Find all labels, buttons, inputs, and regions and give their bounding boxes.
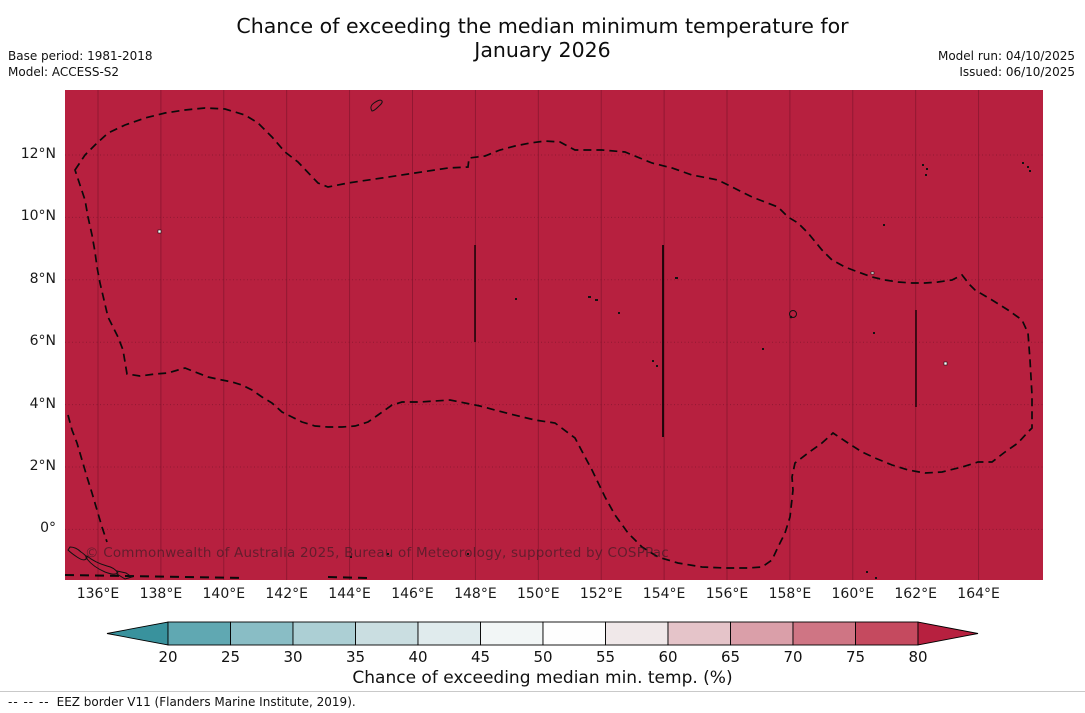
y-axis-tick-label: 10°N	[20, 208, 56, 225]
x-axis-tick-label: 158°E	[768, 586, 812, 602]
map-svg	[65, 90, 1043, 580]
x-axis-tick-label: 152°E	[579, 586, 623, 602]
island-guam	[370, 99, 383, 112]
colorbar-tick-labels: 20 25 30 35 40 45 50 55 60 65 70 75 80	[95, 648, 990, 668]
island-atoll-ring	[789, 310, 797, 318]
island-atoll-dot	[789, 315, 793, 319]
x-axis-tick-label: 142°E	[265, 586, 308, 602]
map-fill	[65, 90, 1043, 580]
meta-right: Model run: 04/10/2025 Issued: 06/10/2025	[938, 49, 1075, 80]
colorbar-tick: 35	[345, 648, 366, 666]
x-axis-tick-label: 150°E	[517, 586, 560, 602]
colorbar-tick: 50	[533, 648, 553, 666]
y-axis-tick-label: 6°N	[29, 333, 56, 350]
colorbar-tick: 20	[158, 648, 178, 666]
island-newguinea-2	[86, 554, 119, 575]
page-title: Chance of exceeding the median minimum t…	[0, 14, 1085, 62]
eez-border-dashed	[65, 107, 1033, 579]
island-newguinea-1	[67, 546, 87, 561]
y-axis-tick-label: 8°N	[29, 270, 56, 287]
x-axis-tick-label: 164°E	[957, 586, 1000, 602]
eez-legend-text: EEZ border V11 (Flanders Marine Institut…	[56, 695, 356, 709]
graticule	[65, 90, 1043, 580]
island-newguinea-3	[116, 570, 134, 580]
colorbar-tick: 55	[595, 648, 616, 666]
issued-label: Issued: 06/10/2025	[959, 64, 1075, 79]
y-axis-tick-label: 4°N	[29, 395, 56, 412]
colorbar-tick: 80	[908, 648, 928, 666]
model-run-label: Model run: 04/10/2025	[937, 49, 1075, 63]
x-axis-tick-label: 162°E	[894, 586, 937, 602]
title-line-1: Chance of exceeding the median minimum t…	[236, 14, 849, 38]
y-axis-tick-label: 12°N	[20, 146, 56, 162]
colorbar-right-arrow	[917, 621, 979, 646]
colorbar-tick: 40	[408, 648, 428, 666]
model-label: Model: ACCESS-S2	[8, 64, 120, 79]
eez-border-west	[67, 414, 108, 543]
x-axis-tick-label: 160°E	[831, 586, 875, 602]
x-axis-tick-label: 156°E	[705, 586, 749, 602]
y-axis-tick-label: 0°	[40, 520, 56, 537]
title-line-2: January 2026	[474, 38, 611, 62]
meridian-boundaries	[474, 245, 917, 437]
colorbar-tick: 70	[783, 648, 803, 666]
colorbar-svg	[106, 621, 979, 646]
colorbar-tick: 60	[658, 648, 678, 666]
base-period-label: Base period: 1981-2018	[8, 49, 153, 63]
eez-border-main	[74, 107, 1033, 569]
colorbar-tick: 30	[283, 648, 303, 666]
map-area: © Commonwealth of Australia 2025, Bureau…	[65, 90, 1043, 580]
x-axis-tick-label: 136°E	[76, 586, 120, 602]
x-axis-tick-label: 138°E	[139, 586, 183, 602]
colorbar-tick: 25	[220, 648, 241, 666]
x-axis-tick-label: 144°E	[328, 586, 371, 602]
footer-note: -- -- -- EEZ border V11 (Flanders Marine …	[8, 695, 356, 709]
x-axis-tick-label: 148°E	[454, 586, 497, 602]
colorbar-left-arrow	[106, 621, 169, 646]
x-axis-tick-label: 154°E	[642, 586, 686, 602]
x-axis-tick-label: 146°E	[391, 586, 434, 602]
footer-divider	[0, 691, 1085, 692]
coastlines	[67, 99, 797, 580]
eez-dash-symbol: -- -- --	[8, 695, 50, 709]
x-axis-tick-label: 140°E	[202, 586, 246, 602]
colorbar-tick: 75	[845, 648, 866, 666]
colorbar-tick: 65	[720, 648, 741, 666]
eez-border-south	[65, 574, 369, 579]
y-axis-tick-label: 2°N	[29, 458, 56, 474]
colorbar-segments	[167, 621, 919, 646]
meta-left: Base period: 1981-2018 Model: ACCESS-S2	[8, 49, 153, 80]
colorbar-label: Chance of exceeding median min. temp. (%…	[352, 668, 733, 688]
colorbar-tick: 45	[470, 648, 491, 666]
island-specks	[157, 162, 1031, 579]
